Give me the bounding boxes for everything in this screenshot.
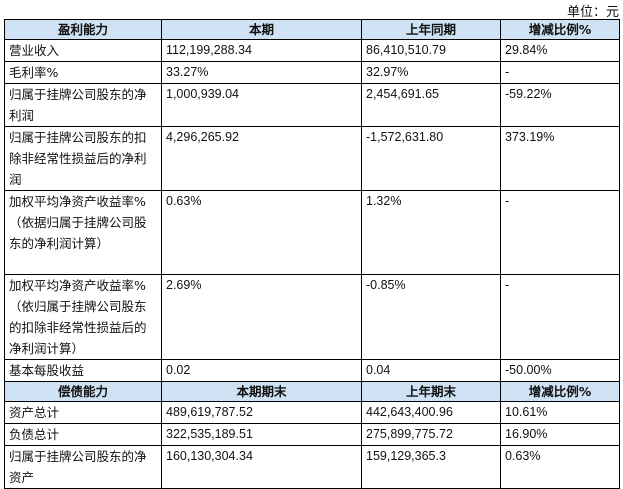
- unit-label: 单位：元: [566, 5, 619, 20]
- table-row: 归属于挂牌公司股东的净资产 160,130,304.34 159,129,365…: [4, 445, 620, 489]
- header-prior-period: 上年同期: [361, 19, 501, 40]
- table-row: 基本每股收益 0.02 0.04 -50.00%: [4, 359, 620, 382]
- change-value: -50.00%: [500, 359, 620, 382]
- current-value: 33.27%: [161, 61, 362, 84]
- current-value: 1,000,939.04: [161, 83, 362, 127]
- row-label: 加权平均净资产收益率%（依据归属于挂牌公司股东的净利润计算）: [4, 190, 162, 275]
- prior-value: 275,899,775.72: [361, 423, 501, 446]
- current-value: 489,619,787.52: [161, 401, 362, 424]
- row-label: 营业收入: [4, 39, 162, 62]
- row-label: 归属于挂牌公司股东的净资产: [4, 445, 162, 489]
- prior-value: 1.32%: [361, 190, 501, 275]
- prior-value: -0.85%: [361, 274, 501, 360]
- row-label: 负债总计: [4, 423, 162, 446]
- header-prior-year-end: 上年期末: [361, 381, 501, 402]
- header-change-percent: 增减比例%: [500, 19, 620, 40]
- change-value: 373.19%: [500, 126, 620, 191]
- current-value: 160,130,304.34: [161, 445, 362, 489]
- header-solvency: 偿债能力: [4, 381, 162, 402]
- header-period-end: 本期期末: [161, 381, 362, 402]
- row-label: 资产总计: [4, 401, 162, 424]
- row-label: 加权平均净资产收益率%（依归属于挂牌公司股东的扣除非经常性损益后的净利润计算）: [4, 274, 162, 360]
- change-value: 29.84%: [500, 39, 620, 62]
- prior-value: 2,454,691.65: [361, 83, 501, 127]
- header-change-percent: 增减比例%: [500, 381, 620, 402]
- table-row: 加权平均净资产收益率%（依归属于挂牌公司股东的扣除非经常性损益后的净利润计算） …: [4, 274, 620, 360]
- row-label: 毛利率%: [4, 61, 162, 84]
- current-value: 112,199,288.34: [161, 39, 362, 62]
- row-label: 基本每股收益: [4, 359, 162, 382]
- change-value: -: [500, 274, 620, 360]
- financial-summary-table: 盈利能力 本期 上年同期 增减比例% 营业收入 112,199,288.34 8…: [4, 19, 620, 489]
- header-profitability: 盈利能力: [4, 19, 162, 40]
- current-value: 322,535,189.51: [161, 423, 362, 446]
- table-row: 负债总计 322,535,189.51 275,899,775.72 16.90…: [4, 423, 620, 446]
- change-value: -: [500, 61, 620, 84]
- table-row: 毛利率% 33.27% 32.97% -: [4, 61, 620, 84]
- row-label: 归属于挂牌公司股东的扣除非经常性损益后的净利润: [4, 126, 162, 191]
- row-label: 归属于挂牌公司股东的净利润: [4, 83, 162, 127]
- current-value: 0.02: [161, 359, 362, 382]
- prior-value: 32.97%: [361, 61, 501, 84]
- table-row: 归属于挂牌公司股东的扣除非经常性损益后的净利润 4,296,265.92 -1,…: [4, 126, 620, 191]
- prior-value: -1,572,631.80: [361, 126, 501, 191]
- table-row: 营业收入 112,199,288.34 86,410,510.79 29.84%: [4, 39, 620, 62]
- header-current-period: 本期: [161, 19, 362, 40]
- change-value: 0.63%: [500, 445, 620, 489]
- prior-value: 159,129,365.3: [361, 445, 501, 489]
- change-value: -: [500, 190, 620, 275]
- current-value: 4,296,265.92: [161, 126, 362, 191]
- change-value: 10.61%: [500, 401, 620, 424]
- table-row: 加权平均净资产收益率%（依据归属于挂牌公司股东的净利润计算） 0.63% 1.3…: [4, 190, 620, 275]
- prior-value: 86,410,510.79: [361, 39, 501, 62]
- prior-value: 442,643,400.96: [361, 401, 501, 424]
- profitability-header-row: 盈利能力 本期 上年同期 增减比例%: [4, 19, 620, 40]
- prior-value: 0.04: [361, 359, 501, 382]
- current-value: 0.63%: [161, 190, 362, 275]
- table-row: 资产总计 489,619,787.52 442,643,400.96 10.61…: [4, 401, 620, 424]
- table-row: 归属于挂牌公司股东的净利润 1,000,939.04 2,454,691.65 …: [4, 83, 620, 127]
- change-value: -59.22%: [500, 83, 620, 127]
- solvency-header-row: 偿债能力 本期期末 上年期末 增减比例%: [4, 381, 620, 402]
- change-value: 16.90%: [500, 423, 620, 446]
- current-value: 2.69%: [161, 274, 362, 360]
